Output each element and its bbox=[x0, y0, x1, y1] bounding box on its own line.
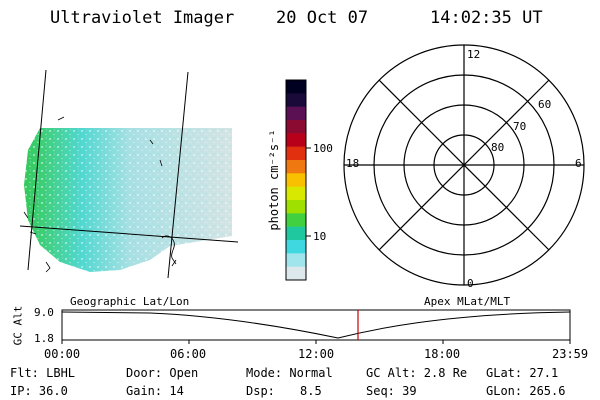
xtick-1800: 18:00 bbox=[424, 347, 461, 361]
colorbar-segment bbox=[286, 106, 306, 121]
colorbar-unit-label: photon cm⁻²s⁻¹ bbox=[267, 129, 281, 231]
colorbar-segment bbox=[286, 146, 306, 161]
mlt-label-0: 0 bbox=[467, 277, 474, 290]
map-grid bbox=[19, 69, 239, 279]
lat-label-60: 60 bbox=[538, 98, 552, 111]
timeline-ytick-top: 9.0 bbox=[34, 306, 54, 319]
xtick-2359: 23:59 bbox=[552, 347, 589, 361]
colorbar-label-100: 100 bbox=[313, 142, 333, 155]
colorbar-label-10: 10 bbox=[313, 230, 327, 243]
instrument-title: Ultraviolet Imager bbox=[50, 8, 235, 28]
timeline-ylabel: GC Alt bbox=[11, 305, 25, 346]
lat-label-80: 80 bbox=[491, 141, 505, 154]
colorbar-segment bbox=[286, 160, 306, 174]
colorbar-segment bbox=[286, 93, 306, 108]
gc-alt-info: GC Alt: 2.8 Re bbox=[366, 366, 468, 380]
glat-info: GLat: 27.1 bbox=[486, 366, 559, 380]
time-label: 14:02:35 UT bbox=[430, 8, 543, 28]
colorbar-segment bbox=[286, 266, 306, 281]
xtick-0000: 00:00 bbox=[44, 347, 81, 361]
xtick-0600: 06:00 bbox=[170, 347, 207, 361]
colorbar-segment bbox=[286, 120, 306, 134]
gain-info: Gain: 14 bbox=[126, 384, 184, 398]
colorbar-segment bbox=[286, 226, 306, 241]
colorbar-frame bbox=[285, 79, 307, 281]
colorbar-segment bbox=[286, 133, 306, 148]
ip-info: IP: 36.0 bbox=[10, 384, 68, 398]
colorbar-segment bbox=[286, 213, 306, 228]
door-info: Door: Open bbox=[126, 366, 199, 380]
dsp-label: Dsp: bbox=[246, 384, 275, 398]
glon-info: GLon: 265.6 bbox=[486, 384, 566, 398]
polar-plot bbox=[343, 44, 585, 286]
uv-image-map bbox=[24, 128, 232, 272]
date-label: 20 Oct 07 bbox=[276, 8, 369, 28]
mlt-label-18: 18 bbox=[346, 157, 360, 170]
colorbar-segment bbox=[286, 240, 306, 254]
timeline-plot bbox=[61, 309, 571, 344]
apex-label: Apex MLat/MLT bbox=[424, 295, 511, 308]
colorbar-segment bbox=[286, 186, 306, 201]
colorbar bbox=[286, 80, 306, 281]
mlt-label-12: 12 bbox=[467, 48, 481, 61]
mlt-label-6: 6 bbox=[575, 157, 582, 170]
colorbar-segment bbox=[286, 253, 306, 268]
filter-info: Flt: LBHL bbox=[10, 366, 76, 380]
xtick-1200: 12:00 bbox=[298, 347, 335, 361]
colorbar-segment bbox=[286, 80, 306, 94]
colorbar-segment bbox=[286, 173, 306, 188]
seq-info: Seq: 39 bbox=[366, 384, 417, 398]
lat-label-70: 70 bbox=[513, 120, 527, 133]
dsp-value: 8.5 bbox=[300, 384, 322, 398]
timeline-ytick-bottom: 1.8 bbox=[34, 332, 54, 345]
map-projection-label: Geographic Lat/Lon bbox=[70, 295, 190, 308]
colorbar-segment bbox=[286, 200, 306, 214]
coastline bbox=[23, 116, 177, 273]
mode-info: Mode: Normal bbox=[246, 366, 333, 380]
